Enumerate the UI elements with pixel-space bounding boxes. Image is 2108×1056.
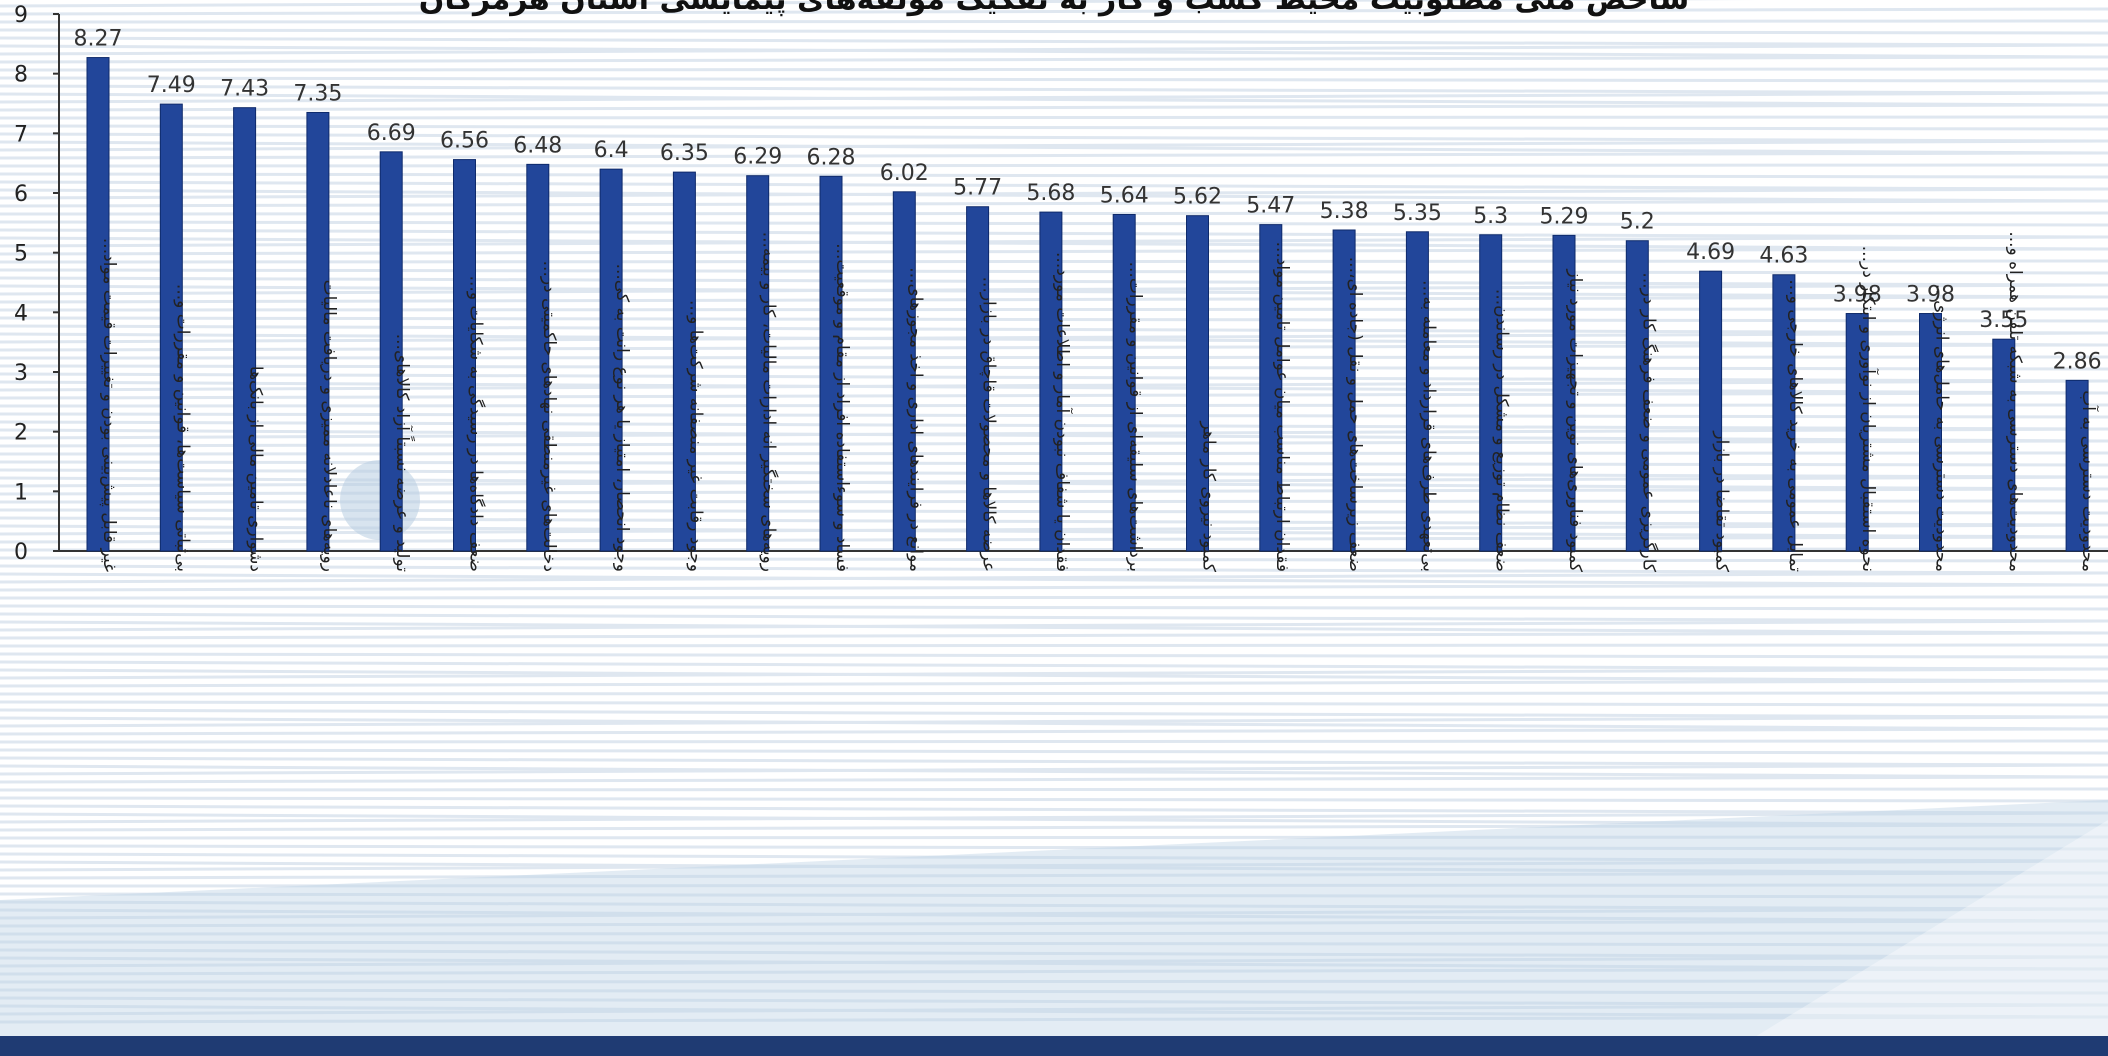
value-label-4: 7.35: [293, 81, 342, 106]
bar-20: [1479, 234, 1503, 552]
value-label-25: 3.98: [1833, 283, 1882, 308]
x-tick-label-14: فقدان یا شفاف نبودن آمار و اطلاعات مورد.…: [1052, 252, 1074, 572]
x-tick-label-8: وجود انحصار، امتیاز یا هر نوع رانت به کی…: [612, 264, 632, 572]
bar-18: [1332, 229, 1356, 552]
x-tick-label-17: فقدان ارتباط مناسب میان عوامل تامین مواد…: [1272, 242, 1292, 572]
x-tick-label-11: فساد و سوءاستفاده افراد از مقام و موقعیت…: [832, 243, 852, 572]
bar-22: [1625, 240, 1649, 552]
bar-15: [1112, 213, 1136, 552]
x-tick-label-10: رویه‌های سختگیر انه ادارات مالیات، کار و…: [759, 232, 780, 572]
value-label-3: 7.43: [220, 77, 269, 102]
bar-16: [1186, 215, 1209, 552]
x-tick-label-2: بی‌ثباتی سیاست‌ها، قوانین و مقررات و...: [172, 284, 192, 572]
bar-11: [819, 175, 843, 552]
value-label-24: 4.63: [1759, 244, 1808, 269]
x-tick-label-27: محدودیت‌های دسترسی به شبکه تلفن همراه و.…: [2005, 231, 2025, 572]
bar-26: [1919, 313, 1942, 552]
x-tick-label-23: کمبود تقاضا در بازار: [1712, 430, 1732, 572]
bar-27: [1992, 338, 2016, 552]
value-label-27: 3.55: [1979, 308, 2028, 333]
value-label-9: 6.35: [660, 141, 709, 166]
value-label-19: 5.35: [1393, 201, 1442, 226]
value-label-16: 5.62: [1173, 185, 1222, 210]
x-tick-label-18: ضعف زیرساخت‌های حمل و نقل (جاده ای،...: [1345, 257, 1365, 572]
y-tick-label: 6: [14, 182, 28, 207]
bar-2: [159, 103, 183, 552]
value-label-8: 6.4: [594, 138, 629, 163]
bar-6: [453, 159, 476, 552]
x-tick-label-7: دخالت‌های غیرمنطقی نهادهای حاکمیتی در...: [539, 261, 559, 572]
y-tick-label: 0: [14, 540, 28, 565]
value-label-2: 7.49: [147, 73, 196, 98]
x-tick-label-1: غیر قابل پیش‌بینی بودن و تغییرات قیمت مو…: [99, 238, 119, 572]
y-tick-label: 1: [14, 480, 28, 505]
bar-3: [233, 107, 257, 552]
x-tick-label-19: بی‌تعهدی طرف‌های قرارداد و معامله به...: [1418, 280, 1438, 572]
x-tick-label-26: محدودیت دسترسی به حامل‌های انرژی...: [1932, 284, 1952, 572]
bar-8: [599, 168, 623, 552]
value-label-6: 6.56: [440, 129, 489, 154]
bar-10: [746, 175, 770, 552]
x-tick-label-13: عرضه کالاها و محصولات قاچاق در بازار...: [979, 277, 999, 572]
value-label-26: 3.98: [1906, 283, 1955, 308]
x-tick-label-22: کارگریزی عمومی و ضعف فرهنگ کار در...: [1638, 272, 1659, 572]
footer-bar: [0, 1036, 2108, 1056]
bar-12: [892, 191, 916, 552]
x-tick-label-12: موانع در فرایندهای اداری و اخذ مجوزهای..…: [905, 267, 925, 572]
y-tick-label: 3: [14, 361, 28, 386]
x-tick-label-15: برداشت‌های سلیقه‌ای از قوانین و مقررات..…: [1125, 262, 1145, 572]
bar-19: [1405, 231, 1429, 552]
value-label-17: 5.47: [1246, 194, 1295, 219]
value-label-15: 5.64: [1100, 183, 1149, 208]
value-label-12: 6.02: [880, 161, 929, 186]
bar-17: [1259, 224, 1283, 552]
value-label-7: 6.48: [513, 133, 562, 158]
bar-4: [306, 111, 330, 552]
bar-23: [1699, 270, 1723, 552]
value-label-23: 4.69: [1686, 240, 1735, 265]
value-label-22: 5.2: [1620, 210, 1655, 235]
x-tick-label-6: ضعف دادگاه‌ها در رسیدگی به شکایات و...: [466, 276, 487, 572]
x-tick-label-20: ضعف نظام توزیع و مشکل در رساندن...: [1492, 289, 1512, 572]
value-label-18: 5.38: [1320, 199, 1369, 224]
bar-28: [2065, 379, 2089, 552]
x-tick-label-25: نحوه استقبال مشتریان از نوآوری و ابتکار …: [1858, 246, 1880, 572]
bar-21: [1552, 234, 1576, 552]
y-tick-label: 4: [14, 301, 28, 326]
y-tick-label: 7: [14, 122, 28, 147]
y-tick-label: 8: [14, 63, 28, 88]
y-tick-label: 5: [14, 242, 28, 267]
x-tick-label-9: وجود رقابت غیر منصفانه شرکت‌ها و...: [685, 300, 705, 572]
value-label-21: 5.29: [1540, 204, 1589, 229]
value-label-11: 6.28: [807, 145, 856, 170]
x-tick-label-5: تولید و عرضه نسبتاً آزاد کالاهای...: [392, 334, 416, 573]
value-label-1: 8.27: [74, 27, 123, 52]
y-tick-label: 2: [14, 421, 28, 446]
bar-9: [672, 171, 696, 552]
bar-13: [966, 206, 990, 552]
x-tick-label-28: محدودیت دسترسی به آب: [2078, 390, 2100, 572]
value-label-5: 6.69: [367, 121, 416, 146]
value-label-13: 5.77: [953, 176, 1002, 201]
value-label-14: 5.68: [1026, 181, 1075, 206]
y-tick-label: 9: [14, 3, 28, 28]
x-tick-label-3: دشواری تامین مالی از بانک‌ها: [246, 366, 266, 572]
x-tick-label-16: کمبود نیروی کار ماهر: [1199, 421, 1219, 573]
value-label-28: 2.86: [2053, 349, 2102, 374]
x-tick-label-21: کمبود فناوری‌های نوین و تجهیزات مورد نیا…: [1565, 268, 1585, 572]
x-tick-label-24: تمایل عمومی به خرید کالاهای خارجی و...: [1785, 279, 1805, 572]
bar-14: [1039, 211, 1063, 552]
value-label-10: 6.29: [733, 145, 782, 170]
bar-24: [1772, 274, 1796, 552]
value-label-20: 5.3: [1473, 204, 1508, 229]
bar-25: [1845, 313, 1869, 552]
x-tick-label-4: رویه‌های ناعادلانه ممیزی و دریافت مالیات: [319, 280, 339, 572]
bar-7: [526, 163, 550, 552]
bar-1: [86, 57, 110, 552]
bar-5: [379, 151, 403, 552]
chart-title: شاخص ملی مطلوبیت محیط کسب و کار به تفکیک…: [0, 0, 2108, 17]
